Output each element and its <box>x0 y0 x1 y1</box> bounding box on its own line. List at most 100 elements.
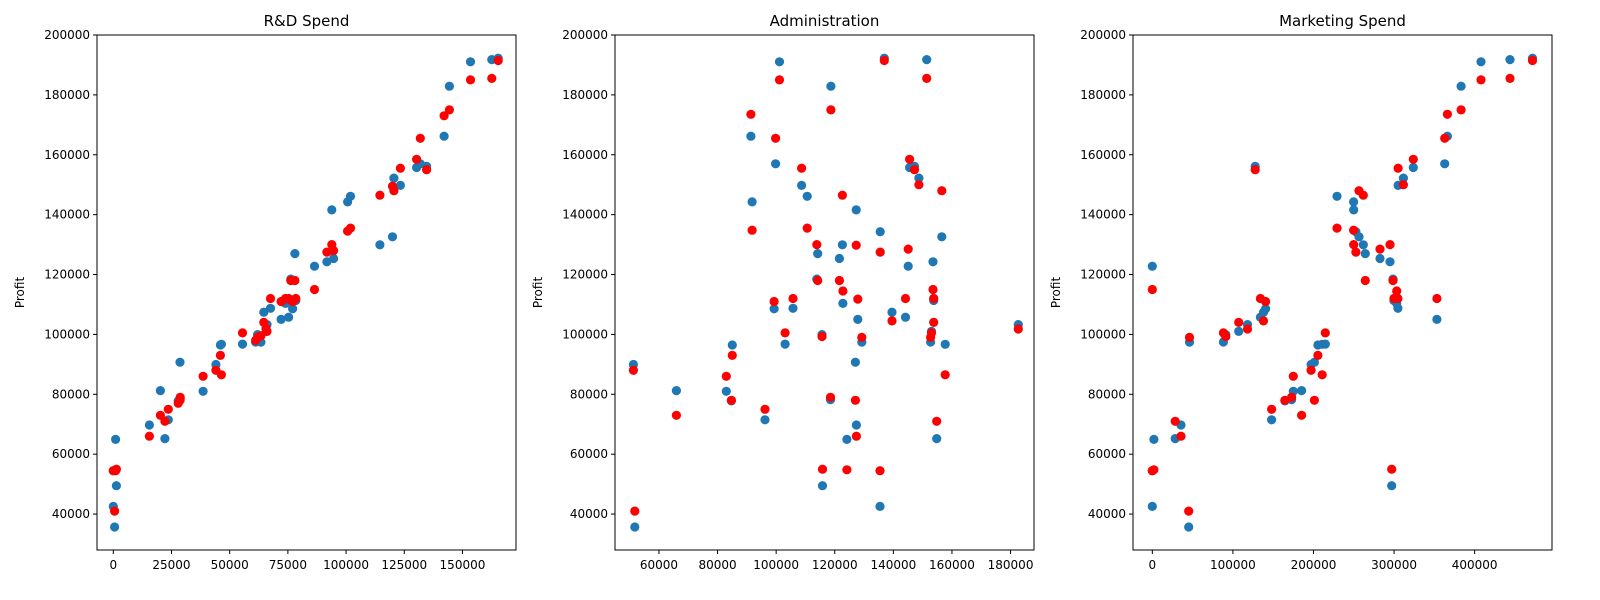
data-point <box>444 81 454 91</box>
data-point <box>144 431 154 441</box>
data-point <box>1375 253 1385 264</box>
data-point <box>850 357 861 367</box>
data-point <box>851 420 862 430</box>
data-point <box>1218 328 1228 338</box>
data-point <box>826 81 836 91</box>
data-point <box>1297 410 1307 420</box>
data-point <box>837 190 848 200</box>
data-point <box>387 232 398 242</box>
data-point <box>309 284 320 295</box>
data-point <box>771 159 781 169</box>
data-point <box>439 111 449 121</box>
data-point <box>1440 133 1450 143</box>
data-point <box>850 395 861 405</box>
data-point <box>851 205 861 215</box>
data-point <box>1358 240 1368 250</box>
data-point <box>387 181 398 191</box>
data-point <box>1440 159 1450 169</box>
data-point <box>1393 163 1403 173</box>
y-tick-label: 120000 <box>1080 268 1126 282</box>
data-point <box>395 163 405 173</box>
data-point <box>909 165 920 175</box>
data-point <box>1149 434 1159 444</box>
axes-frame <box>614 34 1035 551</box>
x-tick-label: 120000 <box>812 558 858 572</box>
data-point <box>903 244 913 254</box>
data-point <box>237 328 248 338</box>
data-point <box>1476 57 1486 67</box>
panel-title: Marketing Spend <box>1279 12 1406 30</box>
y-tick-label: 180000 <box>1080 88 1126 102</box>
data-point <box>1267 415 1277 425</box>
x-tick-label: 100000 <box>1210 558 1256 572</box>
data-point <box>375 190 385 200</box>
data-point <box>1527 55 1538 66</box>
data-point <box>493 55 503 66</box>
data-point <box>111 434 121 444</box>
data-point <box>288 304 298 314</box>
y-tick-label: 40000 <box>52 507 90 521</box>
data-point <box>1393 303 1403 313</box>
data-point <box>309 261 320 271</box>
y-tick-label: 100000 <box>562 327 608 341</box>
data-point <box>887 316 897 326</box>
data-point <box>851 240 861 250</box>
x-tick-label: 100000 <box>753 558 799 572</box>
data-point <box>769 304 779 314</box>
data-point <box>1147 261 1157 271</box>
data-point <box>286 275 296 286</box>
data-point <box>1442 109 1452 119</box>
panel-title: Administration <box>770 12 880 30</box>
data-point <box>439 131 449 141</box>
data-point <box>760 404 770 414</box>
y-tick-label: 140000 <box>1080 208 1126 222</box>
y-tick-label: 60000 <box>1088 447 1126 461</box>
y-tick-label: 160000 <box>1080 148 1126 162</box>
data-point <box>932 434 942 444</box>
data-point <box>160 416 170 426</box>
data-point <box>322 257 332 267</box>
data-point <box>1184 332 1195 342</box>
data-point <box>769 296 779 307</box>
data-point <box>1398 180 1408 190</box>
data-point <box>1288 371 1298 381</box>
data-point <box>1392 286 1402 296</box>
series-0 <box>1147 53 1538 532</box>
data-point <box>771 133 781 143</box>
y-tick-label: 100000 <box>44 327 90 341</box>
y-tick-label: 200000 <box>44 28 90 42</box>
data-point <box>465 57 476 67</box>
data-point <box>1258 316 1269 326</box>
y-tick-label: 80000 <box>570 387 608 401</box>
data-point <box>215 350 225 360</box>
data-point <box>813 275 823 286</box>
data-point <box>395 180 405 190</box>
y-tick-label: 100000 <box>1080 327 1126 341</box>
data-point <box>817 331 827 342</box>
data-point <box>937 232 947 242</box>
y-tick-label: 40000 <box>1088 507 1126 521</box>
axes-frame <box>1132 34 1553 551</box>
series-1 <box>1147 55 1538 516</box>
y-tick-label: 160000 <box>44 148 90 162</box>
data-point <box>900 312 911 322</box>
data-point <box>905 154 915 164</box>
data-point <box>175 357 185 367</box>
data-point <box>1385 240 1395 250</box>
data-point <box>1332 191 1342 201</box>
data-point <box>940 370 950 380</box>
data-point <box>1432 314 1442 324</box>
data-point <box>853 314 863 324</box>
series-1 <box>108 55 503 516</box>
panel-marketing-spend: Marketing Spend Profit 40000 60000 80000 10… <box>1049 12 1553 572</box>
y-tick-label: 60000 <box>570 447 608 461</box>
data-point <box>721 371 731 381</box>
data-point <box>1388 275 1398 286</box>
data-point <box>1170 416 1180 426</box>
data-point <box>853 294 863 304</box>
data-point <box>1393 293 1403 304</box>
data-point <box>760 415 770 425</box>
data-point <box>198 371 208 381</box>
y-tick-label: 120000 <box>44 268 90 282</box>
